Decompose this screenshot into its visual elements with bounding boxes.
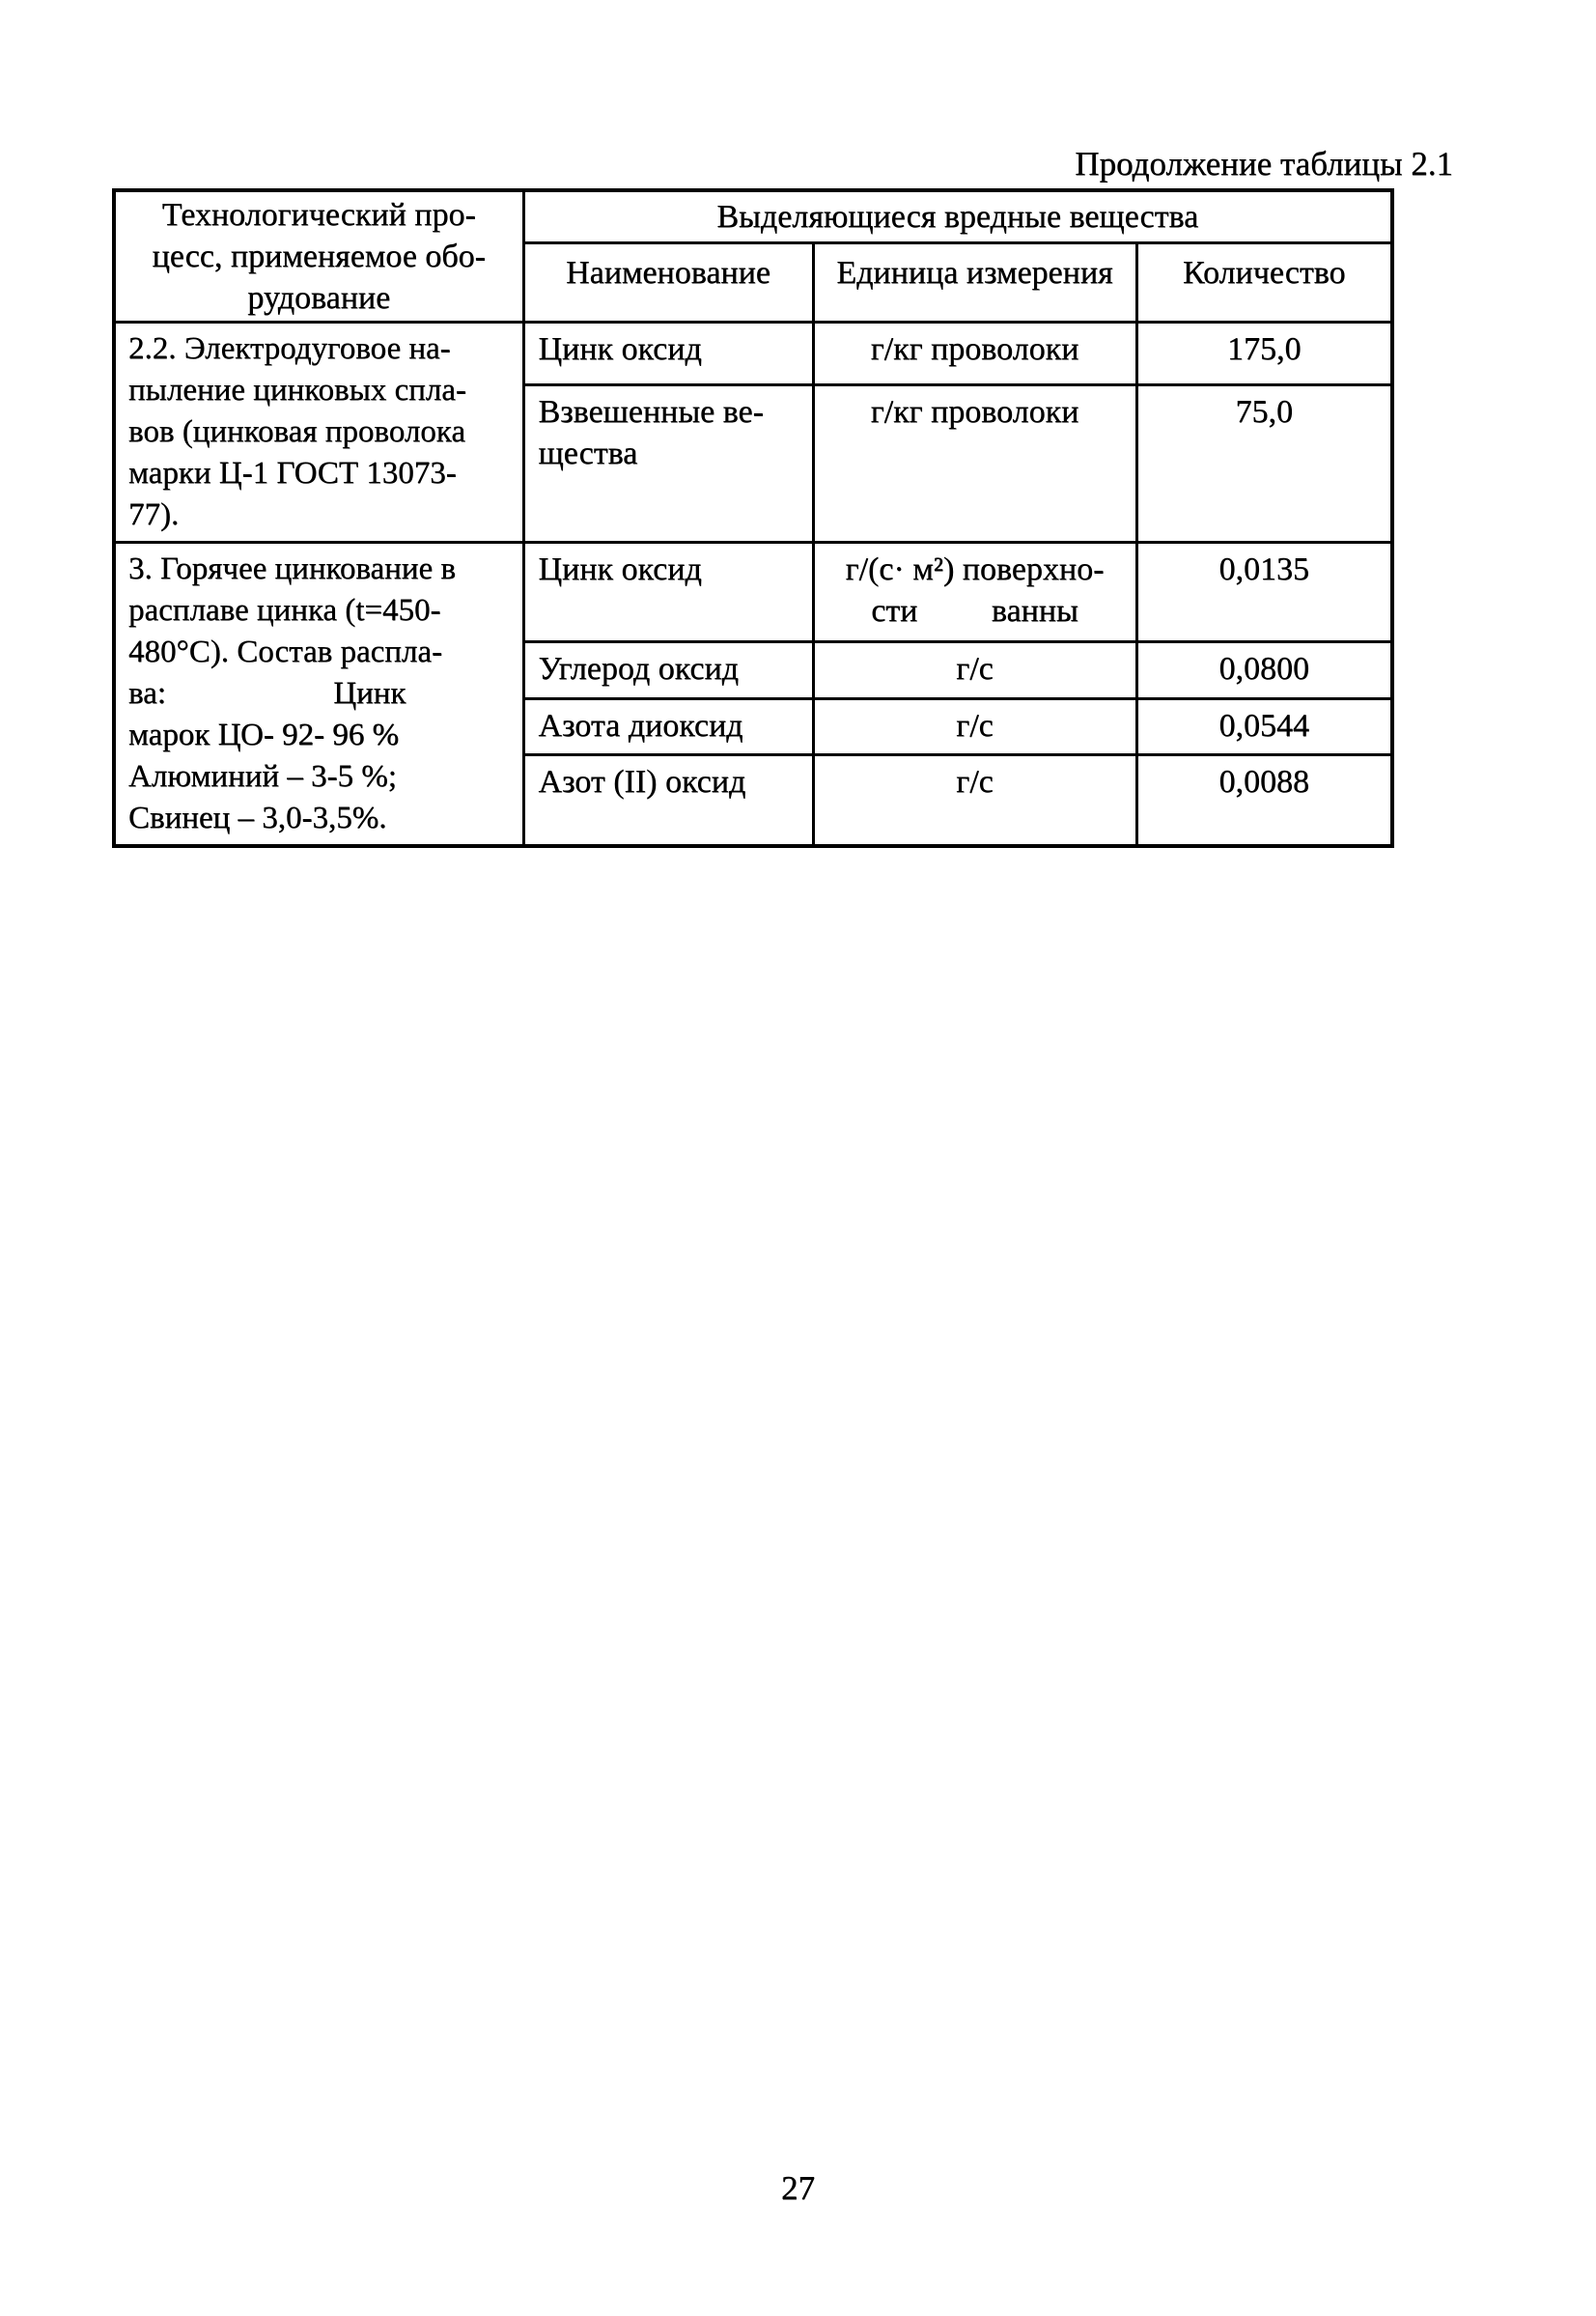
quantity-cell: 0,0135 <box>1134 540 1394 644</box>
header-name-column: Наименование <box>521 241 815 324</box>
unit-cell: г/(с· м²) поверхно- сти ванны <box>811 540 1138 644</box>
unit-cell: г/кг проволоки <box>811 321 1138 386</box>
table-row: Взвешенные ве- щества г/кг проволоки 75,… <box>114 382 1394 545</box>
table-subheader-row: Наименование Единица измерения Количеств… <box>114 241 1394 324</box>
substance-name-cell: Цинк оксид <box>521 321 815 386</box>
quantity-cell: 75,0 <box>1134 382 1394 545</box>
substance-name-cell: Цинк оксид <box>521 540 815 644</box>
header-process-column: Технологический про- цесс, применяемое о… <box>112 188 525 324</box>
table-row: 3. Горячее цинкование в расплаве цинка (… <box>112 540 1394 848</box>
header-quantity-column: Количество <box>1134 241 1394 324</box>
table-row: 2.2. Электродуговое на- пыление цинковых… <box>112 321 1394 544</box>
header-unit-column: Единица измерения <box>811 241 1138 324</box>
process-cell-2-2: 2.2. Электродуговое на- пыление цинковых… <box>112 321 525 544</box>
table-continuation-caption: Продолжение таблицы 2.1 <box>1075 145 1453 183</box>
substance-name-cell: Углерод оксид <box>521 640 815 700</box>
table-row: Азот (II) оксид г/с 0,0088 <box>114 753 1394 848</box>
quantity-cell: 0,0088 <box>1134 753 1394 848</box>
page-number: 27 <box>781 2169 815 2207</box>
table-row: Азота диоксид г/с 0,0544 <box>114 696 1394 757</box>
header-substances-group: Выделяющиеся вредные вещества <box>521 188 1394 245</box>
table-header-row: Технологический про- цесс, применяемое о… <box>112 188 1394 324</box>
quantity-cell: 0,0800 <box>1134 640 1394 700</box>
emissions-table: Технологический про- цесс, применяемое о… <box>112 188 1395 848</box>
unit-cell: г/кг проволоки <box>811 382 1138 545</box>
unit-cell: г/с <box>811 753 1138 848</box>
substance-name-cell: Азот (II) оксид <box>521 753 815 848</box>
substance-name-cell: Азота диоксид <box>521 696 815 757</box>
unit-cell: г/с <box>811 640 1138 700</box>
table-row: Углерод оксид г/с 0,0800 <box>114 640 1394 700</box>
quantity-cell: 0,0544 <box>1134 696 1394 757</box>
process-cell-3: 3. Горячее цинкование в расплаве цинка (… <box>112 541 525 848</box>
unit-cell: г/с <box>811 696 1138 757</box>
substance-name-cell: Взвешенные ве- щества <box>521 382 815 545</box>
quantity-cell: 175,0 <box>1134 321 1394 386</box>
